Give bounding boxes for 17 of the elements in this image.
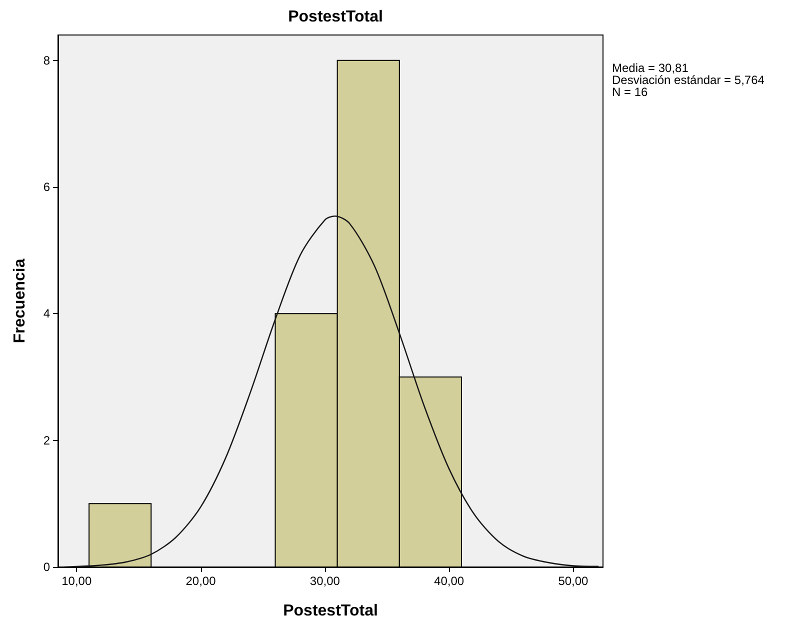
y-tick-label: 2 (43, 433, 50, 448)
x-tick-label: 30,00 (310, 574, 340, 588)
x-tick-label: 50,00 (558, 574, 589, 588)
x-tick-label: 10,00 (62, 574, 92, 588)
text: Desviación estándar = 5,764 (612, 73, 765, 87)
y-tick-label: 0 (43, 560, 50, 574)
y-axis-title: Frecuencia (12, 258, 28, 344)
y-tick-label: 6 (43, 180, 50, 194)
line-series (64, 215, 599, 568)
y-tick-label: 4 (43, 306, 50, 321)
x-axis-title: PostestTotal (283, 602, 378, 620)
x-tick-label: 20,00 (186, 574, 216, 588)
text: N = 16 (612, 85, 648, 99)
x-tick-label: 40,00 (434, 574, 464, 588)
y-tick-label: 8 (43, 53, 50, 68)
text: Media = 30,81 (612, 61, 689, 75)
chart-title: PostestTotal (288, 8, 383, 26)
